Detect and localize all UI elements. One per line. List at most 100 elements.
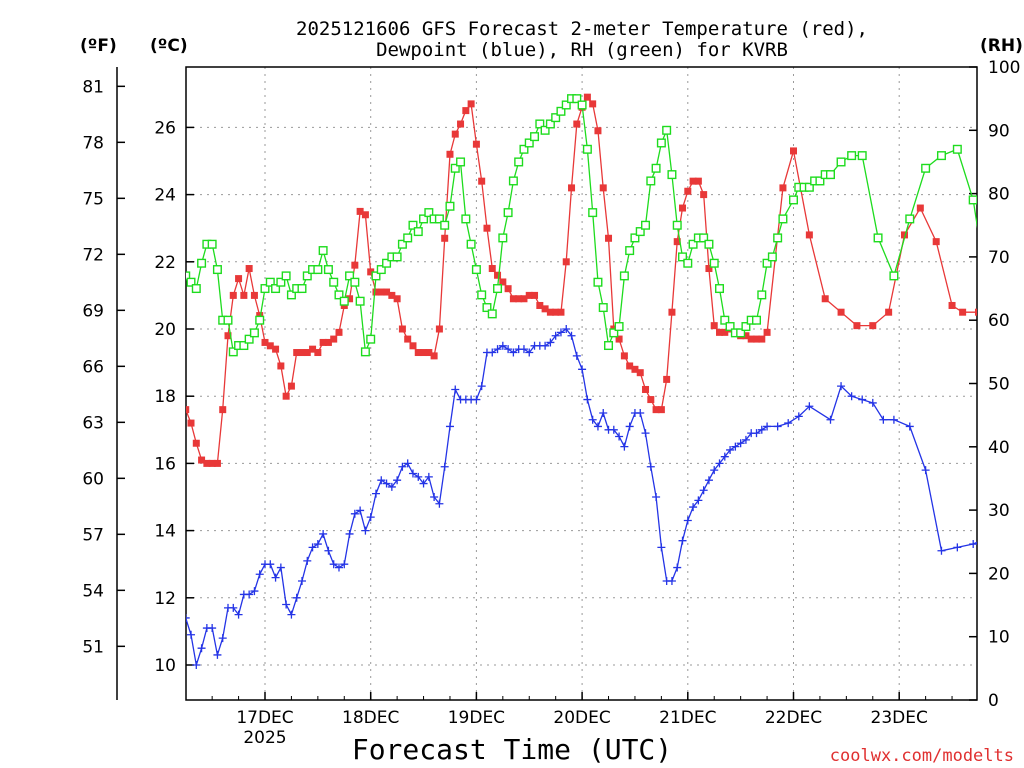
- rh-point: [260, 284, 270, 294]
- rh-point: [540, 125, 550, 135]
- rh-unit-label: (RH): [980, 36, 1023, 56]
- series-dewpoint: [186, 325, 977, 669]
- temperature-point: [821, 295, 829, 303]
- rh-point: [582, 144, 592, 154]
- dewpoint-point: [937, 546, 946, 555]
- dewpoint-point: [218, 634, 227, 643]
- fahrenheit-tick-label: 57: [82, 525, 104, 545]
- axes: 51 54 57 60 63 66 69 72 75 78 81 10 12 14 16 18 20 22 24 26…: [82, 58, 1020, 748]
- dewpoint-point: [699, 486, 708, 495]
- dewpoint-point: [292, 593, 301, 602]
- dewpoint-point: [525, 348, 534, 357]
- temperature-point: [282, 392, 290, 400]
- dewpoint-point: [562, 325, 571, 333]
- rh-point: [360, 347, 370, 357]
- rh-point: [419, 214, 429, 224]
- rh-point: [434, 214, 444, 224]
- dewpoint-point: [757, 425, 766, 434]
- temperature-point: [377, 288, 385, 296]
- celsius-tick-label: 16: [154, 454, 176, 474]
- dewpoint-point: [736, 439, 745, 448]
- rh-point: [757, 290, 767, 300]
- dewpoint-point: [403, 459, 412, 468]
- dewpoint-point: [837, 382, 846, 391]
- rh-point: [551, 113, 561, 123]
- dewpoint-point: [414, 472, 423, 481]
- fahrenheit-tick-label: 81: [82, 77, 104, 97]
- grid-lines: [186, 67, 977, 700]
- rh-point: [614, 322, 624, 332]
- rh-point: [186, 277, 196, 287]
- series-layer: [186, 93, 977, 669]
- temperature-point: [552, 308, 560, 316]
- dewpoint-point: [599, 409, 608, 417]
- rh-point: [197, 258, 207, 268]
- rh-point: [767, 252, 777, 262]
- temperature-point: [314, 349, 322, 357]
- temperature-point: [319, 338, 327, 346]
- dewpoint-point: [371, 489, 380, 498]
- temperature-point: [224, 332, 232, 340]
- rh-point: [471, 265, 481, 275]
- dewpoint-point: [805, 402, 814, 411]
- dewpoint-point: [324, 546, 333, 555]
- x-tick-label: 20DEC: [553, 708, 610, 728]
- temperature-point: [668, 308, 676, 316]
- rh-point: [392, 252, 402, 262]
- dewpoint-point: [889, 415, 898, 424]
- dewpoint-point: [451, 385, 460, 394]
- dewpoint-point: [361, 526, 370, 535]
- rh-point: [524, 138, 534, 148]
- temperature-point: [531, 291, 539, 299]
- temperature-point: [605, 234, 613, 242]
- temperature-point: [203, 459, 211, 467]
- rh-point: [519, 144, 529, 154]
- rh-point: [889, 271, 899, 281]
- rh-tick-label: 30: [988, 501, 1010, 521]
- dewpoint-point: [715, 459, 724, 468]
- rh-point: [376, 265, 386, 275]
- temperature-point: [467, 100, 475, 108]
- rh-tick-label: 60: [988, 311, 1010, 331]
- dewpoint-point: [615, 432, 624, 441]
- temperature-point: [250, 291, 258, 299]
- rh-point: [625, 246, 635, 256]
- temperature-point: [425, 349, 433, 357]
- rh-point: [450, 163, 460, 173]
- temperature-point: [462, 107, 470, 115]
- rh-point: [265, 277, 275, 287]
- temperature-point: [647, 396, 655, 404]
- dewpoint-point: [593, 422, 602, 431]
- rh-point: [408, 220, 418, 230]
- temperature-point: [974, 308, 977, 316]
- temperature-point: [293, 349, 301, 357]
- rh-point: [212, 265, 222, 275]
- fahrenheit-tick-label: 51: [82, 637, 104, 657]
- temperature-point: [747, 335, 755, 343]
- temperature-point: [420, 349, 428, 357]
- temperature-point: [478, 177, 486, 185]
- rh-point: [667, 170, 677, 180]
- x-tick-label: 17DEC: [236, 708, 293, 728]
- celsius-tick-label: 18: [154, 387, 176, 407]
- temperature-point: [599, 184, 607, 192]
- rh-point: [345, 271, 355, 281]
- dewpoint-point: [541, 341, 550, 350]
- dewpoint-point: [477, 382, 486, 391]
- celsius-unit-label: (ºC): [150, 36, 188, 56]
- rh-point: [498, 233, 508, 243]
- temperature-point: [504, 285, 512, 293]
- rh-tick-label: 80: [988, 185, 1010, 205]
- dewpoint-point: [345, 529, 354, 538]
- temperature-point: [589, 100, 597, 108]
- temperature-point: [710, 322, 718, 330]
- rh-point: [815, 176, 825, 186]
- rh-point: [339, 296, 349, 306]
- dewpoint-point: [271, 573, 280, 582]
- fahrenheit-tick-label: 54: [82, 581, 104, 601]
- temperature-point: [790, 147, 797, 155]
- rh-point: [773, 233, 783, 243]
- temperature-point: [620, 352, 628, 360]
- temperature-point: [404, 335, 412, 343]
- temperature-point: [689, 177, 697, 185]
